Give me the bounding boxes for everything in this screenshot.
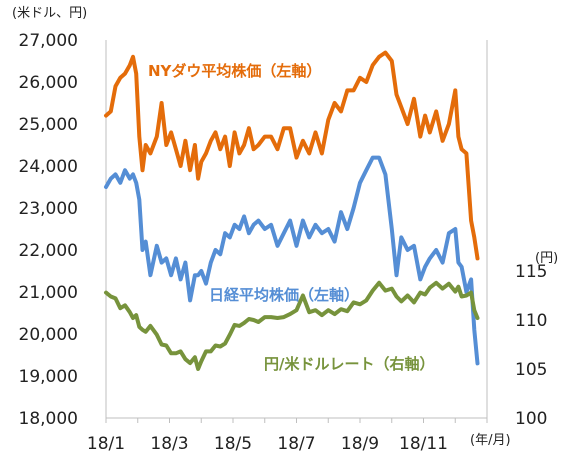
right-axis-ticks: 100 105 110 115 [515,262,547,429]
usdjpy-series-line [104,280,480,371]
left-tick-label: 27,000 [19,31,78,51]
left-tick-label: 22,000 [19,241,78,261]
dow-series-line [104,50,480,261]
left-tick-label: 18,000 [19,409,78,429]
right-tick-label: 110 [515,311,547,331]
right-tick-label: 100 [515,409,547,429]
right-axis-unit-label: (円) [535,251,558,266]
x-tick-label: 18/1 [87,434,125,454]
left-tick-label: 20,000 [19,325,78,345]
left-tick-label: 21,000 [19,283,78,303]
left-axis-ticks: 18,000 19,000 20,000 21,000 22,000 23,000 24,0… [19,31,78,429]
left-axis-unit-label: (米ドル、円) [12,6,87,21]
left-tick-label: 19,000 [19,367,78,387]
left-tick-label: 24,000 [19,157,78,177]
x-tick-label: 18/11 [399,434,448,454]
left-tick-label: 26,000 [19,73,78,93]
left-tick-label: 23,000 [19,199,78,219]
nikkei-series-line [104,155,480,366]
x-tick-label: 18/5 [214,434,252,454]
dow-series-label: NYダウ平均株価（左軸） [148,62,321,80]
usdjpy-series-label: 円/米ドルレート（右軸） [264,355,434,373]
series-lines [104,50,480,371]
x-tick-label: 18/7 [277,434,315,454]
x-axis-unit-label: (年/月) [470,433,511,448]
right-tick-label: 115 [515,262,547,282]
x-tick-label: 18/9 [341,434,379,454]
x-tick-label: 18/3 [150,434,188,454]
nikkei-series-label: 日経平均株価（左軸） [209,286,359,304]
left-tick-label: 25,000 [19,115,78,135]
right-tick-label: 105 [515,360,547,380]
x-axis-ticks: 18/1 18/3 18/5 18/7 18/9 18/11 [87,418,488,454]
